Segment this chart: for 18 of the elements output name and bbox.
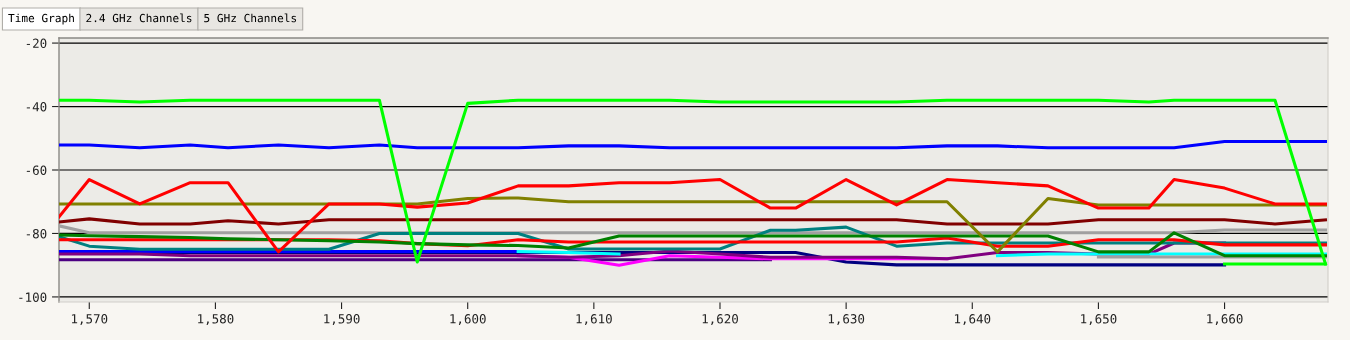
- y-tick-label: -60: [26, 165, 47, 175]
- y-tick-label: -80: [26, 228, 47, 239]
- x-tick-label: 1,610: [576, 314, 612, 326]
- text: 2.4 GHz Channels: [86, 13, 192, 23]
- x-tick-label: 1,650: [1081, 314, 1117, 326]
- x-tick-label: 1,640: [954, 314, 991, 326]
- x-tick-label: 1,630: [828, 314, 865, 326]
- x-tick-label: 1,600: [450, 314, 486, 326]
- x-tick-label: 1,660: [1207, 314, 1243, 326]
- text: 5 GHz Channels: [204, 13, 297, 23]
- y-tick-label: -100: [19, 292, 47, 302]
- y-tick-label: -40: [26, 102, 47, 112]
- x-tick-label: 1,620: [702, 314, 738, 326]
- text: Time Graph: [8, 13, 74, 25]
- y-tick-label: -20: [26, 38, 47, 49]
- x-tick-label: 1,570: [71, 314, 108, 326]
- x-tick-label: 1,580: [198, 314, 234, 326]
- x-tick-label: 1,590: [324, 314, 360, 326]
